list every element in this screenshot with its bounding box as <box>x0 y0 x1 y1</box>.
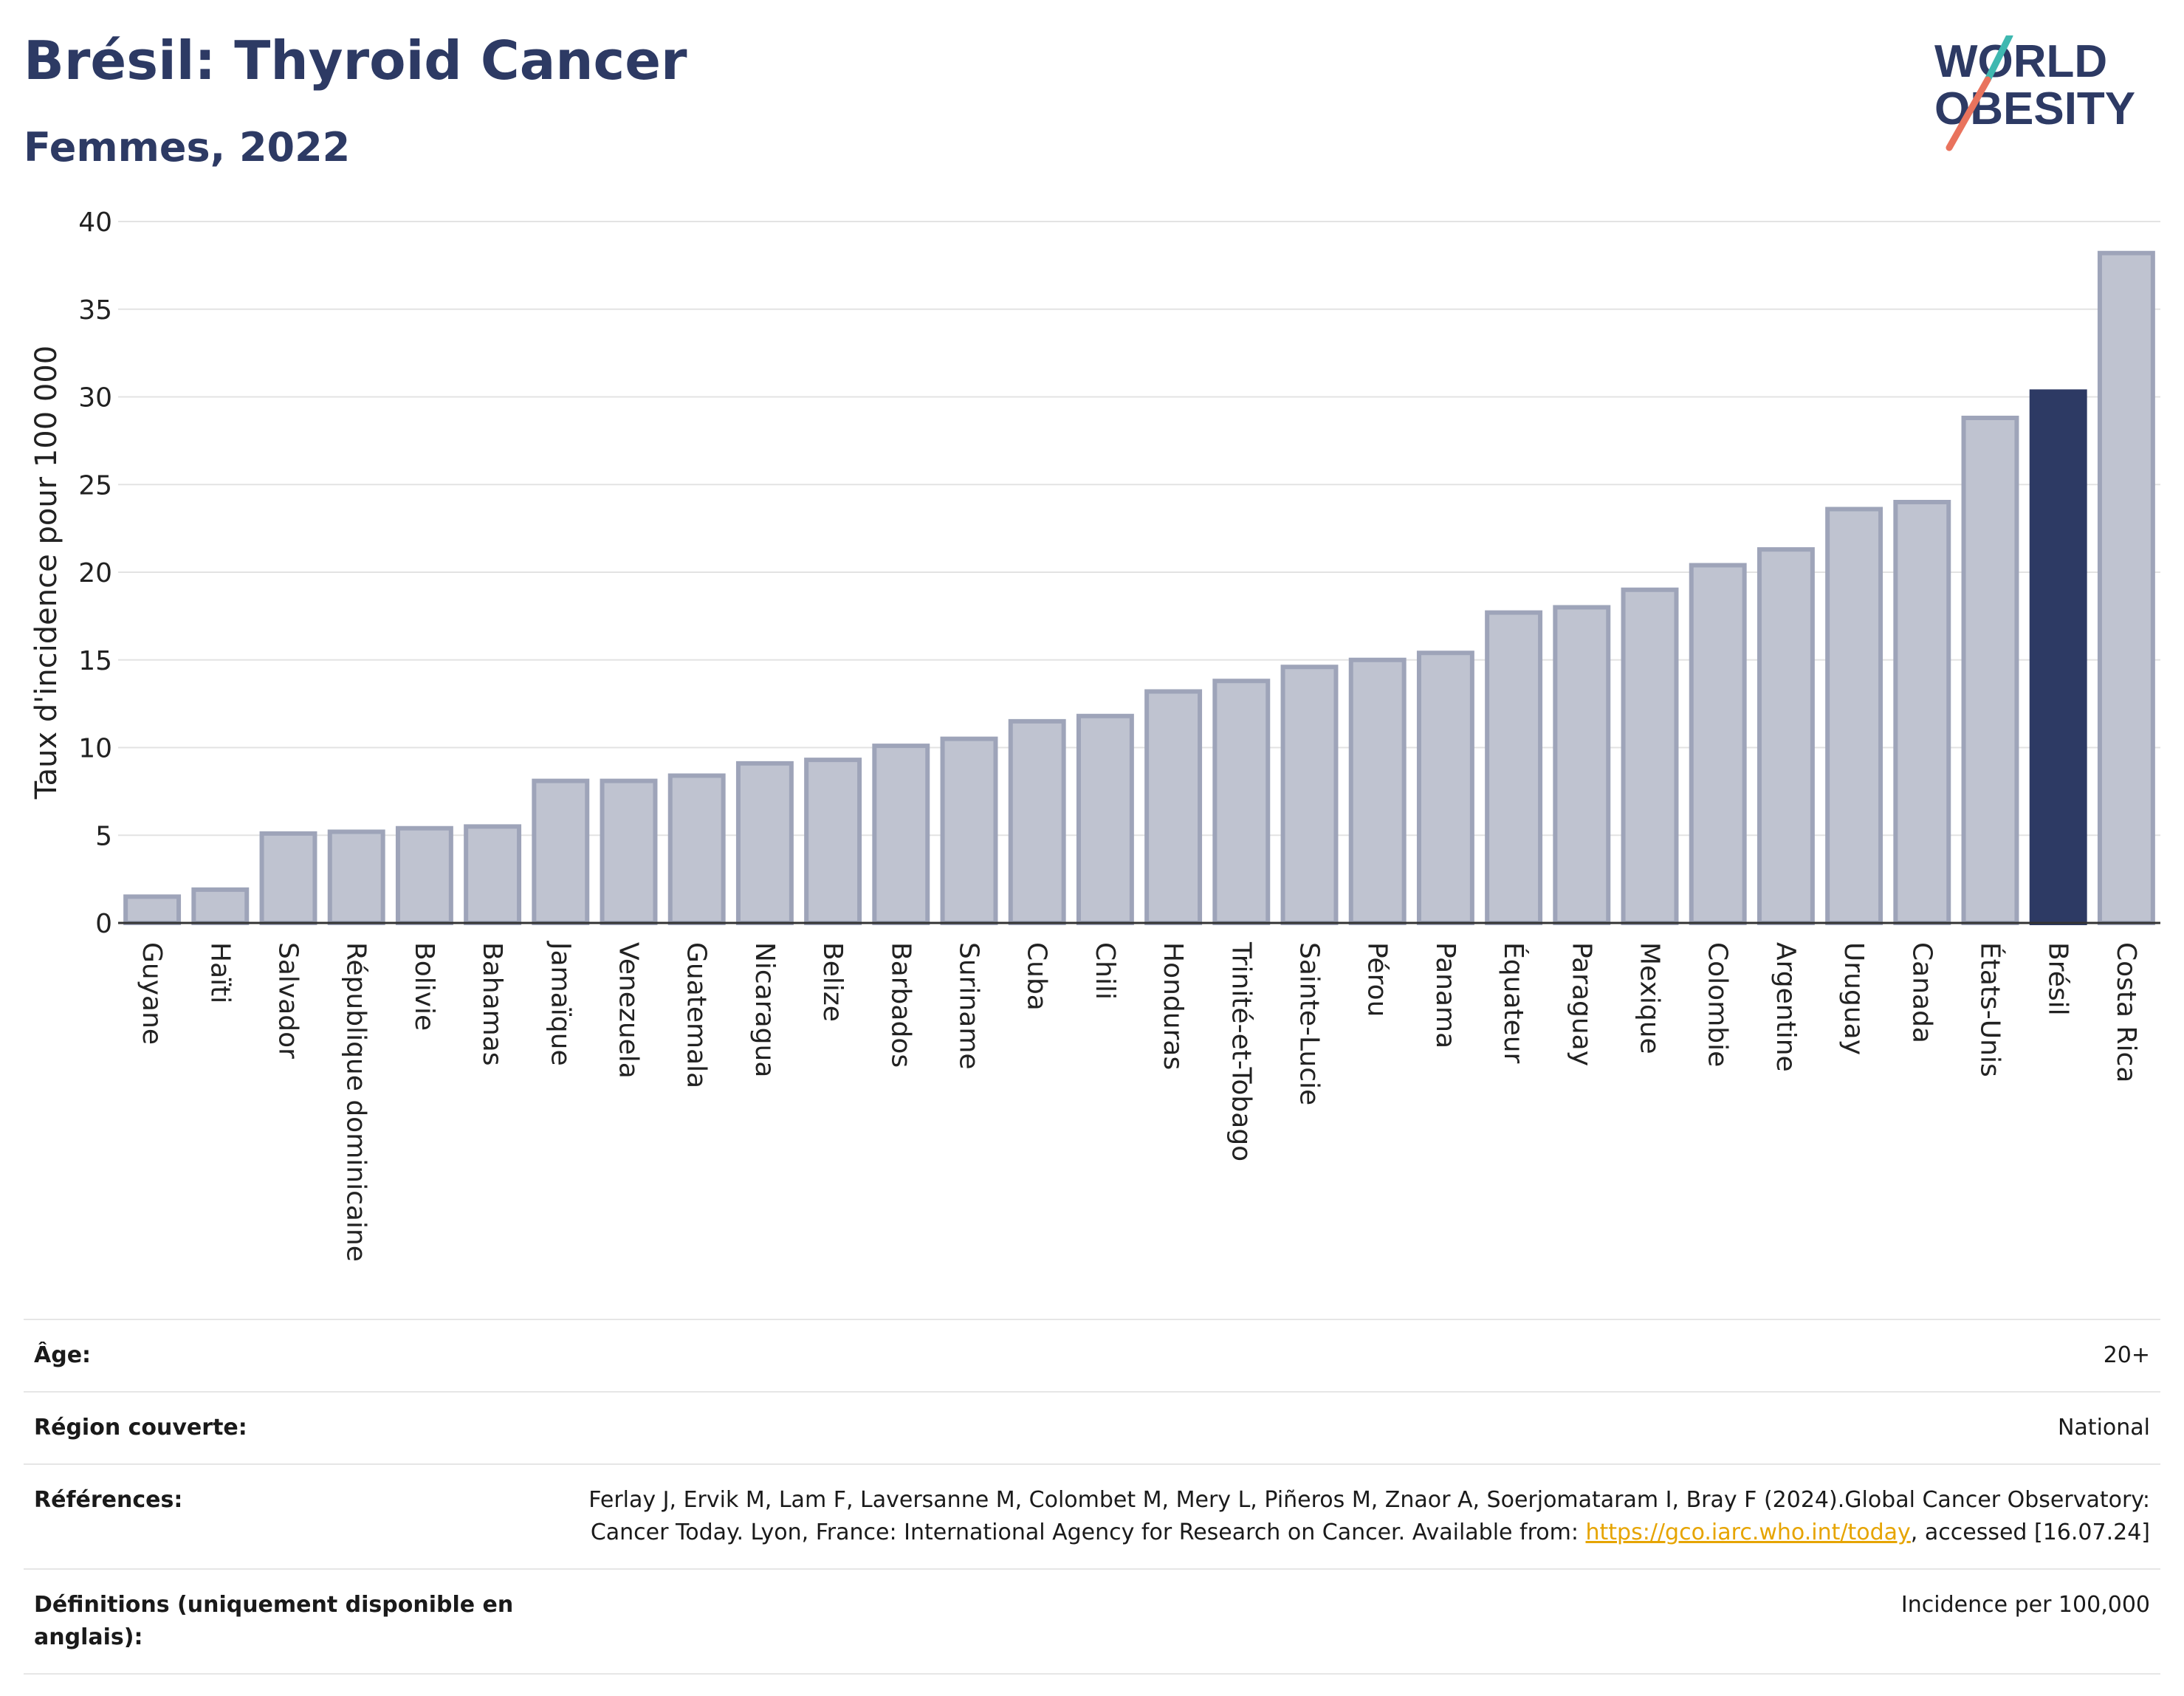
bar <box>1825 507 1883 925</box>
bar <box>1961 416 2019 925</box>
bar <box>532 778 590 925</box>
x-tick-label: Jamaïque <box>545 941 575 1066</box>
bar <box>1212 679 1271 925</box>
world-obesity-logo: WORLD OBESITY <box>1934 35 2135 151</box>
bar <box>1416 650 1474 925</box>
y-tick-label: 0 <box>95 909 112 939</box>
info-value-definitions: Incidence per 100,000 <box>1900 1592 2150 1618</box>
x-tick-label: Belize <box>817 942 848 1022</box>
x-tick-label: Trinité-et-Tobago <box>1226 941 1256 1161</box>
bar-chart: 0 5 10 15 20 25 30 35 40 Taux d'incidence pour 10… <box>30 207 2160 1262</box>
bar <box>1280 665 1339 925</box>
x-tick-label: Panama <box>1430 942 1460 1048</box>
x-tick-label: Bahamas <box>477 942 507 1066</box>
info-value-age: 20+ <box>2103 1342 2150 1368</box>
x-tick-label: Barbados <box>885 942 916 1068</box>
x-tick-label: Équateur <box>1498 942 1529 1064</box>
info-table: Âge: 20+ Région couverte: National Référ… <box>24 1319 2160 1675</box>
x-tick-label: Uruguay <box>1838 942 1869 1055</box>
x-tick-label: Guyane <box>137 942 167 1045</box>
y-tick-label: 5 <box>95 821 112 851</box>
bar <box>735 761 794 925</box>
bar <box>1144 689 1203 925</box>
x-tick-label: République dominicaine <box>341 942 371 1262</box>
x-tick-label: Cuba <box>1022 942 1052 1011</box>
logo-slash-teal <box>1984 35 2013 83</box>
references-text: Ferlay J, Ervik M, Lam F, Laversanne M, … <box>588 1487 2150 1545</box>
bar <box>1893 500 1951 925</box>
x-tick-label: Bolivie <box>409 942 439 1031</box>
x-tick-label: Chili <box>1090 942 1120 1000</box>
bar <box>1076 713 1134 925</box>
references-link[interactable]: https://gco.iarc.who.int/today <box>1585 1520 1911 1545</box>
bar <box>1348 657 1407 925</box>
bar <box>940 736 998 925</box>
y-axis-label: Taux d'incidence pour 100 000 <box>30 346 63 800</box>
bar <box>191 887 250 925</box>
y-tick-label: 35 <box>78 295 112 326</box>
x-tick-label: Pérou <box>1362 942 1393 1017</box>
y-tick-label: 20 <box>78 558 112 588</box>
chart-title: Brésil: Thyroid Cancer <box>24 30 687 92</box>
bar <box>1757 547 1815 925</box>
y-tick-label: 30 <box>78 383 112 413</box>
bar <box>667 773 726 925</box>
info-value-region: National <box>2057 1415 2150 1441</box>
info-row-age: Âge: 20+ <box>24 1319 2160 1391</box>
bar <box>2097 250 2155 925</box>
bar <box>1689 563 1747 925</box>
bar <box>600 778 658 925</box>
bar <box>395 825 453 925</box>
x-tick-label: États-Unis <box>1975 942 2006 1077</box>
bar <box>804 758 862 925</box>
logo-word-world: WORLD <box>1934 36 2107 87</box>
y-tick-label: 40 <box>78 207 112 238</box>
x-tick-label: Salvador <box>273 942 303 1059</box>
x-tick-label: Colombie <box>1703 942 1733 1067</box>
bar <box>1621 587 1679 925</box>
x-tick-label: Argentine <box>1771 942 1801 1072</box>
bar <box>259 831 317 925</box>
y-tick-label: 25 <box>78 470 112 501</box>
x-tick-label: Canada <box>1906 942 1937 1043</box>
bar <box>464 824 522 925</box>
bar <box>327 829 385 925</box>
x-tick-label: Suriname <box>954 942 984 1070</box>
info-label-age: Âge: <box>34 1342 92 1368</box>
info-label-definitions: Définitions (uniquement disponible en an… <box>34 1592 514 1650</box>
bar <box>123 894 182 925</box>
y-tick-label: 15 <box>78 646 112 676</box>
bar <box>1485 610 1543 925</box>
x-tick-label: Brésil <box>2043 942 2073 1016</box>
info-label-region: Région couverte: <box>34 1415 247 1441</box>
info-row-region: Région couverte: National <box>24 1391 2160 1463</box>
info-row-references: Références: Ferlay J, Ervik M, Lam F, La… <box>24 1463 2160 1568</box>
logo-slash-coral <box>1946 76 1991 151</box>
x-tick-label: Costa Rica <box>2111 942 2141 1082</box>
x-tick-label: Guatemala <box>681 942 712 1088</box>
x-tick-label: Mexique <box>1635 942 1665 1054</box>
x-tick-label: Nicaragua <box>749 942 780 1077</box>
info-value-references: Ferlay J, Ervik M, Lam F, Laversanne M, … <box>540 1484 2150 1549</box>
info-row-definitions: Définitions (uniquement disponible en an… <box>24 1568 2160 1675</box>
references-accessed: , accessed [16.07.24] <box>1910 1520 2150 1545</box>
x-tick-label: Venezuela <box>614 942 644 1079</box>
bar <box>872 744 930 925</box>
x-tick-label: Haïti <box>205 942 235 1003</box>
x-tick-label: Honduras <box>1158 942 1188 1070</box>
x-tick-label: Sainte-Lucie <box>1294 942 1325 1105</box>
chart-subtitle: Femmes, 2022 <box>24 124 351 171</box>
bar <box>1008 718 1066 925</box>
y-tick-label: 10 <box>78 734 112 764</box>
info-label-references: Références: <box>34 1487 183 1513</box>
bar <box>2029 389 2087 925</box>
x-tick-label: Paraguay <box>1566 942 1596 1066</box>
bar <box>1553 605 1611 925</box>
